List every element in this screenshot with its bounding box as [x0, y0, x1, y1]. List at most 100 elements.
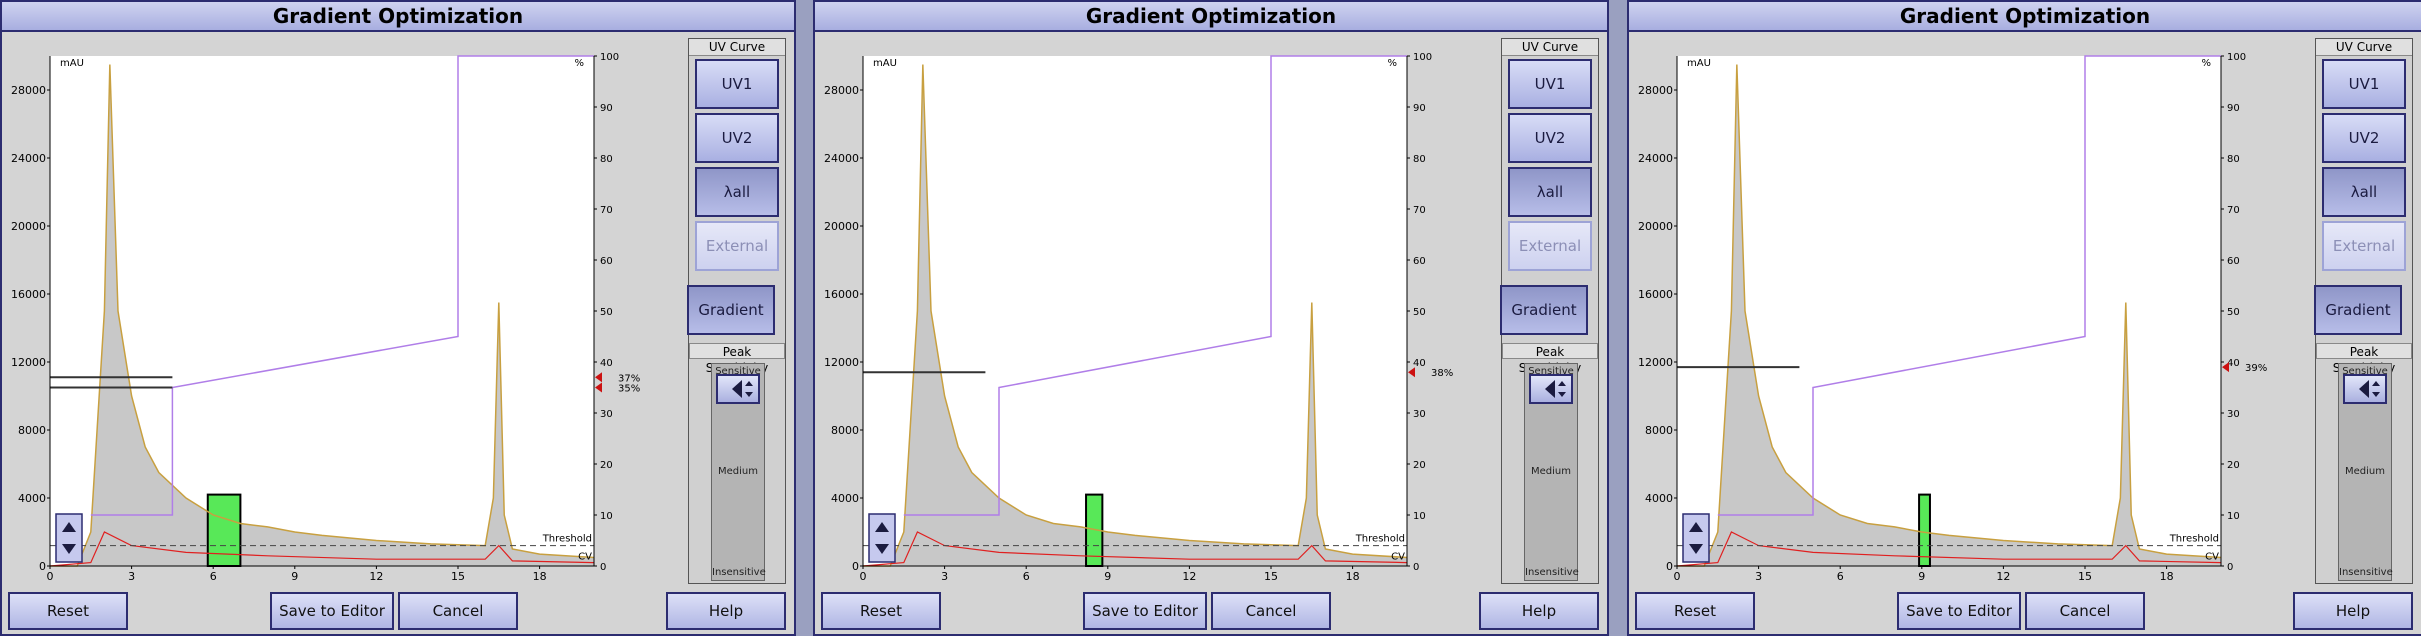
chromatogram-plot[interactable]: 0 4000 8000 12000 16000 20000 24000 28000 0 3 6 9 12…: [819, 36, 1499, 588]
y-tick-label: 28000: [824, 84, 859, 97]
window-title: Gradient Optimization: [2, 2, 794, 32]
reset-button[interactable]: Reset: [8, 592, 128, 630]
y2-tick-label: 30: [2227, 409, 2240, 420]
level-marker-label: 38%: [1431, 368, 1453, 379]
peak-sensitivity-panel: Peak Sensitivity Sensitive Medium Insens…: [1502, 343, 1598, 583]
y-tick-label: 28000: [11, 84, 46, 97]
gradient-toggle-button[interactable]: Gradient: [687, 285, 775, 335]
updown-arrows-icon: [1545, 380, 1566, 398]
uv2-button[interactable]: UV2: [2322, 113, 2406, 163]
uv-curve-panel: UV Curve UV1 UV2 λall External Gradient …: [1500, 38, 1599, 584]
insensitive-label: Insensitive: [2339, 567, 2393, 578]
y2-tick-label: 10: [600, 511, 613, 522]
x-tick-label: 12: [1182, 570, 1196, 583]
peak-sensitivity-slider[interactable]: Sensitive Medium Insensitive: [2338, 363, 2393, 581]
reset-button[interactable]: Reset: [1635, 592, 1755, 630]
level-marker-icon: [595, 382, 602, 393]
gradient-optimization-window: Gradient Optimization 0 4000 8000 12000 1600…: [0, 0, 796, 636]
uv1-button[interactable]: UV1: [695, 59, 779, 109]
uv-curve-line: [50, 64, 595, 567]
uv2-button[interactable]: UV2: [1508, 113, 1592, 163]
save-to-editor-button[interactable]: Save to Editor: [1897, 592, 2021, 630]
lambda-all-button[interactable]: λall: [2322, 167, 2406, 217]
y2-tick-label: 0: [1413, 562, 1419, 573]
external-button[interactable]: External: [695, 221, 779, 271]
uv2-button[interactable]: UV2: [695, 113, 779, 163]
external-button[interactable]: External: [2322, 221, 2406, 271]
y-tick-label: 0: [39, 560, 46, 573]
x-tick-label: 18: [1346, 570, 1360, 583]
y-tick-label: 12000: [1638, 356, 1673, 369]
help-button[interactable]: Help: [2293, 592, 2413, 630]
medium-label: Medium: [2345, 466, 2385, 477]
gradient-toggle-button[interactable]: Gradient: [2314, 285, 2402, 335]
slider-knob[interactable]: [2343, 374, 2387, 404]
uv1-button[interactable]: UV1: [2322, 59, 2406, 109]
help-button[interactable]: Help: [666, 592, 786, 630]
y-tick-label: 8000: [831, 424, 859, 437]
y-tick-label: 16000: [824, 288, 859, 301]
window-title: Gradient Optimization: [1629, 2, 2421, 32]
x-tick-label: 12: [369, 570, 383, 583]
reset-button[interactable]: Reset: [821, 592, 941, 630]
scroll-arrows[interactable]: [1682, 513, 1710, 563]
chromatogram-plot[interactable]: 0 4000 8000 12000 16000 20000 24000 28000 0 3 6 9 12…: [6, 36, 686, 588]
y-tick-label: 8000: [1645, 424, 1673, 437]
help-button[interactable]: Help: [1479, 592, 1599, 630]
y2-tick-label: 70: [1413, 205, 1426, 216]
gradient-toggle-button[interactable]: Gradient: [1500, 285, 1588, 335]
peak-sensitivity-slider[interactable]: Sensitive Medium Insensitive: [711, 363, 766, 581]
y2-tick-label: 70: [600, 205, 613, 216]
y-tick-label: 20000: [1638, 220, 1673, 233]
gradient-line: [1717, 55, 2221, 516]
x-tick-label: 6: [1837, 570, 1844, 583]
cv-curve-line: [862, 531, 1408, 567]
y-tick-label: 20000: [824, 220, 859, 233]
y-tick-label: 24000: [1638, 152, 1673, 165]
uv-area: [1677, 64, 2221, 566]
save-to-editor-button[interactable]: Save to Editor: [1083, 592, 1207, 630]
insensitive-label: Insensitive: [712, 567, 766, 578]
scroll-arrows[interactable]: [55, 513, 83, 563]
chromatogram-plot[interactable]: 0 4000 8000 12000 16000 20000 24000 28000 0 3 6 9 12…: [1633, 36, 2313, 588]
y2-tick-label: 80: [600, 154, 613, 165]
cancel-button[interactable]: Cancel: [398, 592, 518, 630]
save-to-editor-button[interactable]: Save to Editor: [270, 592, 394, 630]
medium-label: Medium: [718, 466, 758, 477]
lambda-all-button[interactable]: λall: [695, 167, 779, 217]
cancel-button[interactable]: Cancel: [2025, 592, 2145, 630]
y2-tick-label: 30: [1413, 409, 1426, 420]
insensitive-label: Insensitive: [1525, 567, 1579, 578]
chromatogram-svg: 0 4000 8000 12000 16000 20000 24000 28000 0 3 6 9 12…: [824, 52, 1453, 583]
threshold-label: Threshold: [1355, 534, 1405, 545]
scroll-arrows[interactable]: [868, 513, 896, 563]
uv-curve-line: [1677, 64, 2222, 567]
y-tick-label: 28000: [1638, 84, 1673, 97]
sensitive-label: Sensitive: [2342, 366, 2388, 377]
cv-label: CV: [2205, 552, 2219, 563]
level-marker-label: 35%: [618, 384, 640, 395]
y2-tick-label: 10: [2227, 511, 2240, 522]
y-tick-label: 20000: [11, 220, 46, 233]
lambda-all-button[interactable]: λall: [1508, 167, 1592, 217]
slider-knob[interactable]: [1529, 374, 1573, 404]
uv-curve-panel: UV Curve UV1 UV2 λall External Gradient …: [687, 38, 786, 584]
x-tick-label: 6: [1023, 570, 1030, 583]
x-tick-label: 15: [1264, 570, 1278, 583]
external-button[interactable]: External: [1508, 221, 1592, 271]
y2-tick-label: 40: [2227, 358, 2240, 369]
y2-tick-label: 100: [1413, 52, 1432, 63]
gradient-optimization-window: Gradient Optimization 0 4000 8000 12000 1600…: [813, 0, 1609, 636]
lambda-all-label: λall: [2350, 183, 2378, 201]
slider-knob[interactable]: [716, 374, 760, 404]
y2-tick-label: 50: [600, 307, 613, 318]
uv-curve-line: [863, 64, 1408, 567]
x-tick-label: 0: [860, 570, 867, 583]
y-tick-label: 16000: [1638, 288, 1673, 301]
cancel-button[interactable]: Cancel: [1211, 592, 1331, 630]
uv1-button[interactable]: UV1: [1508, 59, 1592, 109]
peak-sensitivity-slider[interactable]: Sensitive Medium Insensitive: [1524, 363, 1579, 581]
y-tick-label: 16000: [11, 288, 46, 301]
x-tick-label: 15: [451, 570, 465, 583]
uv-curve-title: UV Curve: [1502, 39, 1598, 56]
